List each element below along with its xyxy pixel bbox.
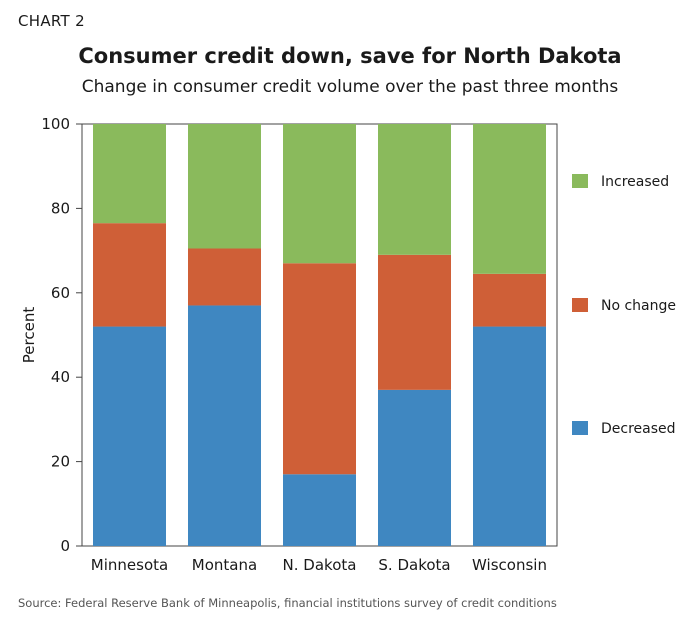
- bar-decreased: [188, 305, 261, 546]
- chart-title: Consumer credit down, save for North Dak…: [78, 44, 622, 68]
- bar-increased: [283, 124, 356, 264]
- x-tick-label: Minnesota: [91, 556, 168, 574]
- bar-no-change: [93, 223, 166, 327]
- bar-increased: [378, 124, 451, 255]
- y-tick-label: 40: [51, 368, 70, 386]
- bar-increased: [188, 124, 261, 249]
- y-tick-label: 20: [51, 453, 70, 471]
- bar-decreased: [93, 326, 166, 546]
- bar-decreased: [473, 326, 546, 546]
- bar-no-change: [283, 263, 356, 475]
- legend-swatch: [572, 298, 588, 312]
- chart-number-label: CHART 2: [18, 12, 85, 30]
- x-tick-label: Wisconsin: [472, 556, 547, 574]
- bar-increased: [93, 124, 166, 224]
- x-tick-label: S. Dakota: [378, 556, 450, 574]
- chart-subtitle: Change in consumer credit volume over th…: [81, 77, 619, 97]
- y-tick-label: 60: [51, 284, 70, 302]
- y-tick-label: 0: [60, 537, 70, 555]
- bar-no-change: [473, 273, 546, 327]
- y-tick-label: 80: [51, 199, 70, 217]
- bar-increased: [473, 124, 546, 274]
- bar-decreased: [378, 389, 451, 546]
- legend-label: Increased: [601, 174, 669, 190]
- bar-no-change: [378, 254, 451, 390]
- legend-swatch: [572, 421, 588, 435]
- y-axis-label: Percent: [20, 307, 38, 364]
- bar-decreased: [283, 474, 356, 546]
- x-tick-label: N. Dakota: [283, 556, 357, 574]
- source-note: Source: Federal Reserve Bank of Minneapo…: [18, 596, 557, 610]
- legend-label: Decreased: [601, 421, 676, 437]
- legend-label: No change: [601, 298, 676, 314]
- x-tick-label: Montana: [192, 556, 257, 574]
- legend-swatch: [572, 174, 588, 188]
- y-tick-label: 100: [41, 115, 70, 133]
- bar-no-change: [188, 248, 261, 306]
